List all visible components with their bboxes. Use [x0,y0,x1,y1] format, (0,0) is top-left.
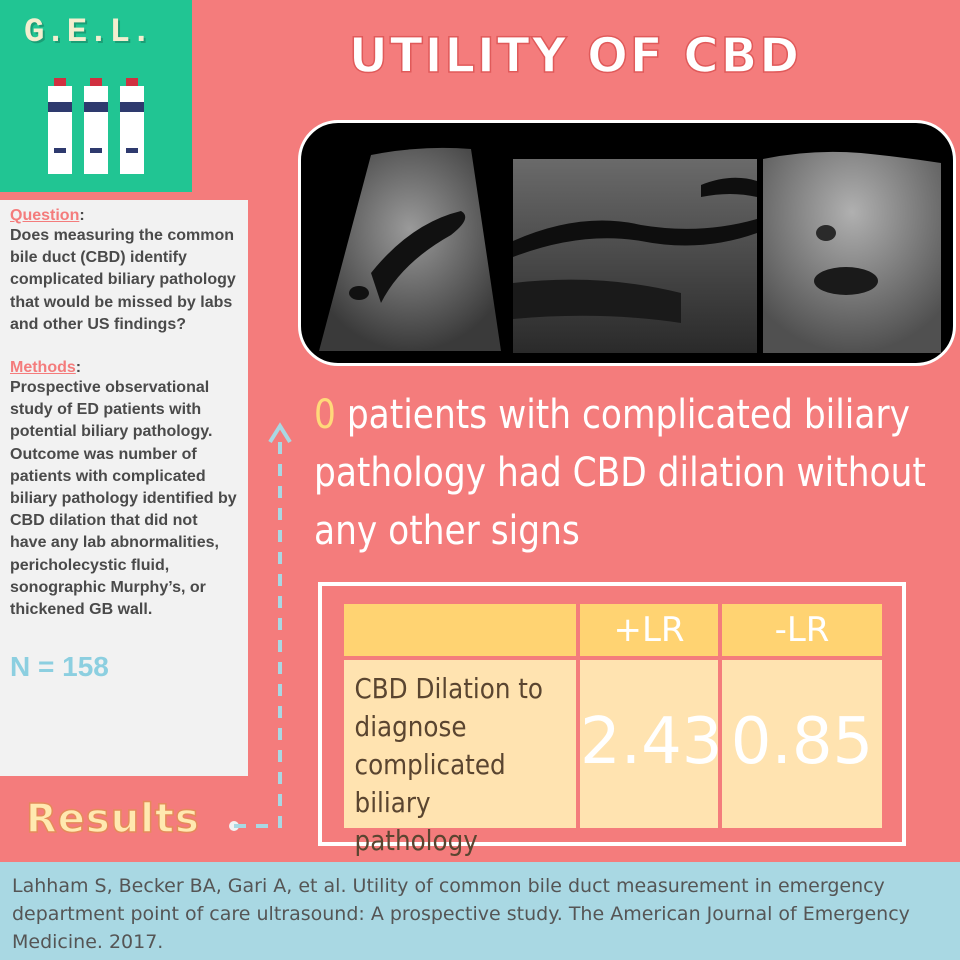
arrow-up-icon [229,422,292,831]
table-row-label: CBD Dilation to diagnose complicated bil… [344,660,576,857]
page-title: UTILITY OF CBD [348,27,802,85]
finding-number: 0 [314,392,336,438]
logo-text: G.E.L. [24,14,153,52]
plus-lr-value: 2.43 [580,660,723,828]
lr-table: +LR -LR CBD Dilation to diagnose complic… [318,582,906,857]
minus-lr-value: 0.85 [722,660,882,828]
finding-text: patients with complicated biliary pathol… [314,392,926,554]
table-header-empty [344,604,576,656]
ultrasound-images [298,120,956,366]
table-header-minus-lr: -LR [722,604,882,656]
methods-text: Prospective observational study of ED pa… [10,379,237,619]
bottle-icon [48,78,72,174]
sample-size: N = 158 [10,651,109,683]
study-panel: Question: Does measuring the common bile… [0,200,248,776]
ultrasound-image-3 [763,151,941,353]
question-heading: Question [10,207,80,224]
table-header-plus-lr: +LR [580,604,718,656]
logo: G.E.L. [0,0,192,192]
citation: Lahham S, Becker BA, Gari A, et al. Util… [0,862,960,960]
question-text: Does measuring the common bile duct (CBD… [10,227,236,333]
methods-heading: Methods [10,359,76,377]
bottle-icon [84,78,108,174]
key-finding: 0 patients with complicated biliary path… [314,386,954,560]
results-label: Results [25,795,200,843]
bottle-icon [120,78,144,174]
